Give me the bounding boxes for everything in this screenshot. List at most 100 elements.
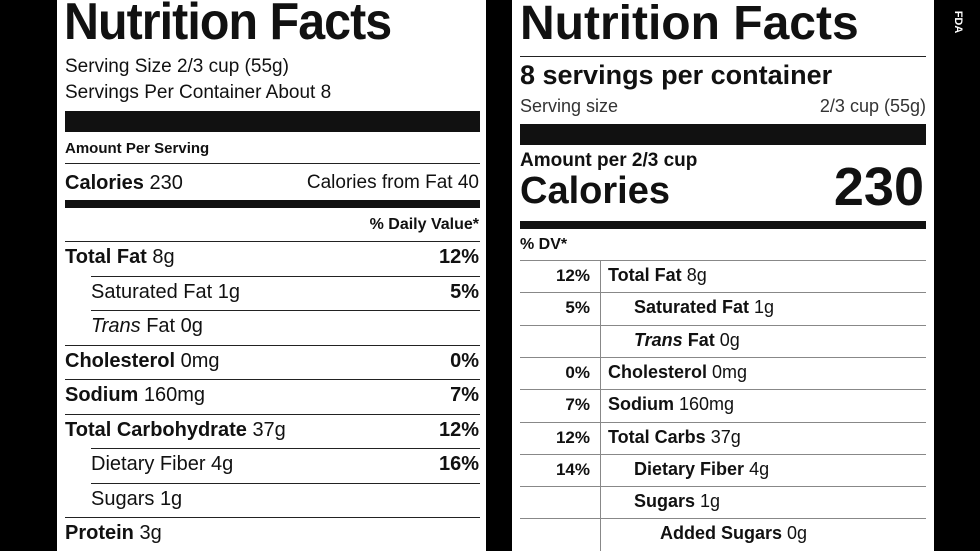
- old-nutrient-dv: 5%: [450, 280, 479, 303]
- old-calories-from-fat: Calories from Fat 40: [306, 172, 479, 193]
- new-nutrient-name: Sodium: [608, 394, 674, 415]
- old-thick-bar-top: [65, 111, 480, 132]
- old-nutrient-amount: 0mg: [180, 349, 220, 372]
- new-serving-size-label: Serving size: [520, 96, 619, 116]
- new-nutrition-label: Nutrition Facts 8 servings per container…: [512, 0, 934, 551]
- new-nutrient-dv: 5%: [565, 298, 590, 318]
- new-nutrient-dv: 7%: [565, 395, 590, 415]
- old-serving-size: Serving Size 2/3 cup (55g): [65, 56, 289, 77]
- new-nutrient-amount: 1g: [754, 297, 775, 318]
- new-nutrient-dv: 0%: [565, 362, 590, 382]
- old-row-rule: [65, 241, 480, 242]
- old-nutrient-dv: 12%: [438, 246, 479, 268]
- old-nutrient-row: Sugars 1g: [91, 488, 182, 511]
- old-nutrient-dv: 16%: [438, 453, 479, 475]
- old-nutrient-name: Saturated Fat: [91, 280, 213, 303]
- old-nutrition-label: Nutrition Facts Serving Size 2/3 cup (55…: [57, 0, 486, 551]
- new-nutrient-row: Added Sugars 0g: [660, 523, 807, 544]
- new-nutrient-dv: 14%: [555, 459, 590, 479]
- new-nutrient-amount: 1g: [700, 491, 721, 512]
- new-nutrient-name: Dietary Fiber: [634, 458, 745, 479]
- new-nutrient-amount: 0mg: [712, 361, 748, 382]
- new-row-rule: [520, 389, 926, 391]
- old-row-rule: [65, 517, 480, 518]
- old-row-rule: [91, 275, 480, 277]
- new-rule-under-title: [520, 56, 926, 57]
- new-nutrient-amount: 0g: [787, 523, 808, 544]
- old-nutrient-amount: 1g: [159, 487, 183, 510]
- old-rule: [65, 163, 480, 164]
- new-row-rule: [520, 260, 926, 261]
- new-column-divider: [600, 260, 601, 551]
- new-nutrient-name: Added Sugars: [660, 523, 783, 544]
- old-row-rule: [91, 448, 480, 449]
- new-row-rule: [520, 518, 926, 520]
- old-nutrient-row: Sodium 160mg: [65, 384, 205, 407]
- new-nutrient-suffix: Fat: [682, 329, 715, 350]
- new-nutrient-name: Total Fat: [608, 265, 682, 285]
- old-row-rule: [65, 413, 480, 415]
- old-amount-per-serving: Amount Per Serving: [65, 140, 210, 157]
- new-nutrient-amount: 160mg: [679, 394, 735, 415]
- old-nutrient-name: Sodium: [65, 384, 139, 406]
- new-nutrient-name: Cholesterol: [608, 361, 708, 382]
- old-nutrient-suffix: Fat: [140, 315, 176, 337]
- new-row-rule: [520, 453, 926, 455]
- old-row-rule: [65, 344, 480, 346]
- old-nutrient-name: Total Carbohydrate: [65, 418, 247, 441]
- old-calories-line: Calories 230: [65, 172, 183, 195]
- old-nutrient-row: Cholesterol 0mg: [65, 350, 220, 373]
- old-daily-value-header: % Daily Value*: [369, 216, 479, 233]
- new-nutrient-row: Trans Fat 0g: [634, 330, 740, 351]
- new-row-rule: [520, 356, 926, 358]
- old-title: Nutrition Facts: [64, 0, 392, 51]
- old-nutrient-name: Sugars: [91, 487, 155, 510]
- new-serving-size-value: 2/3 cup (55g): [819, 96, 926, 116]
- old-nutrient-amount: 1g: [217, 280, 240, 303]
- old-nutrient-dv: 7%: [450, 384, 479, 406]
- new-row-rule: [520, 486, 926, 488]
- new-nutrient-amount: 37g: [710, 426, 741, 447]
- old-nutrient-row: Saturated Fat 1g: [91, 281, 240, 304]
- new-nutrient-amount: 4g: [749, 458, 770, 479]
- new-nutrient-row: Sodium 160mg: [608, 394, 734, 415]
- new-nutrient-dv: 12%: [555, 266, 590, 285]
- new-nutrient-row: Total Fat 8g: [608, 265, 707, 286]
- old-nutrient-name: Cholesterol: [65, 349, 176, 372]
- new-nutrient-dv: 12%: [555, 427, 590, 447]
- new-thick-bar-top: [520, 124, 926, 145]
- old-nutrient-row: Protein 3g: [65, 522, 162, 545]
- new-nutrient-row: Cholesterol 0mg: [608, 362, 747, 383]
- old-servings-per-container: Servings Per Container About 8: [65, 82, 332, 103]
- old-nutrient-amount: 0g: [180, 315, 203, 337]
- new-nutrient-amount: 8g: [686, 265, 707, 285]
- old-nutrient-row: Dietary Fiber 4g: [91, 453, 233, 476]
- old-nutrient-amount: 8g: [152, 246, 175, 268]
- old-row-rule: [91, 310, 480, 311]
- new-calories-label: Calories: [520, 170, 670, 212]
- old-nutrient-dv: 0%: [450, 349, 479, 372]
- old-medium-bar: [65, 200, 480, 208]
- old-nutrient-amount: 4g: [211, 453, 234, 475]
- new-dv-header: % DV*: [520, 236, 568, 253]
- old-row-rule: [91, 482, 480, 484]
- new-nutrient-row: Total Carbs 37g: [608, 427, 741, 448]
- new-title: Nutrition Facts: [520, 0, 859, 50]
- old-nutrient-row: Total Fat 8g: [65, 246, 175, 269]
- new-nutrient-name: Trans: [634, 329, 683, 350]
- new-nutrient-amount: 0g: [719, 329, 740, 350]
- new-calories-value: 230: [833, 157, 924, 217]
- new-medium-bar: [520, 221, 926, 229]
- new-nutrient-name: Sugars: [634, 491, 696, 512]
- new-servings-per-container: 8 servings per container: [520, 60, 833, 90]
- new-amount-per: Amount per 2/3 cup: [520, 150, 698, 171]
- old-nutrient-amount: 160mg: [143, 384, 206, 406]
- new-nutrient-row: Sugars 1g: [634, 491, 720, 512]
- new-row-rule: [520, 324, 926, 326]
- old-calories-value: 230: [149, 172, 183, 194]
- new-nutrient-name: Total Carbs: [608, 426, 706, 447]
- new-row-rule: [520, 421, 926, 423]
- old-calories-label: Calories: [65, 172, 144, 194]
- old-nutrient-dv: 12%: [438, 418, 479, 441]
- new-nutrient-row: Saturated Fat 1g: [634, 297, 774, 318]
